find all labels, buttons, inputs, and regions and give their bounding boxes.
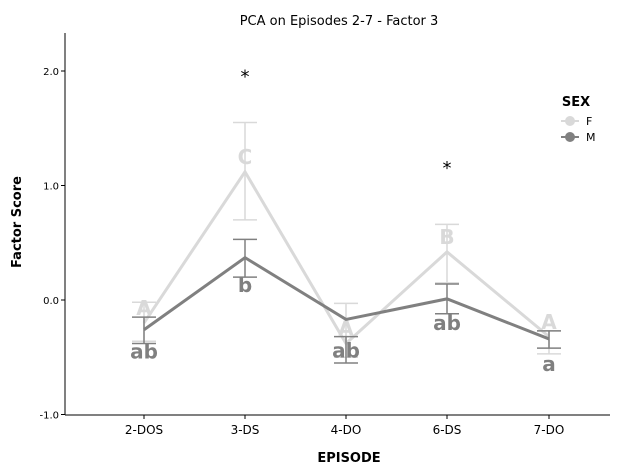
x-axis-title: EPISODE [317,451,380,465]
axes: -1.0 0.0 1.0 2.0 2-DOS 3-DS 4-DO 6-DS 7-DO [39,33,610,437]
series-line [143,255,550,341]
x-tick-label: 6-DS [433,423,462,437]
series-layer: A C A B Aab b ab ab a * * [130,66,561,376]
significance-letter: a [542,352,556,376]
significance-letter: b [238,273,252,297]
significance-letter: ab [130,340,158,364]
x-tick-label: 3-DS [231,423,260,437]
significance-letter: A [136,296,152,320]
significance-letter: ab [433,311,461,335]
legend-swatch-marker [565,132,575,142]
chart-title: PCA on Episodes 2-7 - Factor 3 [240,14,439,29]
series-F: A C A B A [132,121,561,358]
y-tick-label: -1.0 [39,411,59,422]
significance-star: * [241,66,250,87]
legend-swatch-marker [565,116,575,126]
legend: SEX FM [561,95,596,144]
y-tick-label: 0.0 [43,296,59,307]
legend-title: SEX [562,95,590,110]
significance-letter: A [541,310,557,334]
significance-letter: C [238,145,253,169]
significance-star: * [443,158,452,179]
x-tick-label: 4-DO [331,423,362,437]
y-tick-label: 1.0 [43,182,59,193]
series-M: ab b ab ab a [130,238,561,376]
significance-letter: A [338,317,354,341]
significance-letter: ab [332,338,360,362]
legend-label: M [586,131,596,144]
x-tick-label: 7-DO [534,423,565,437]
significance-letter: B [439,225,454,249]
y-axis-title: Factor Score [10,176,25,268]
x-tick-label: 2-DOS [125,423,163,437]
y-tick-label: 2.0 [43,67,59,78]
legend-label: F [586,115,592,128]
